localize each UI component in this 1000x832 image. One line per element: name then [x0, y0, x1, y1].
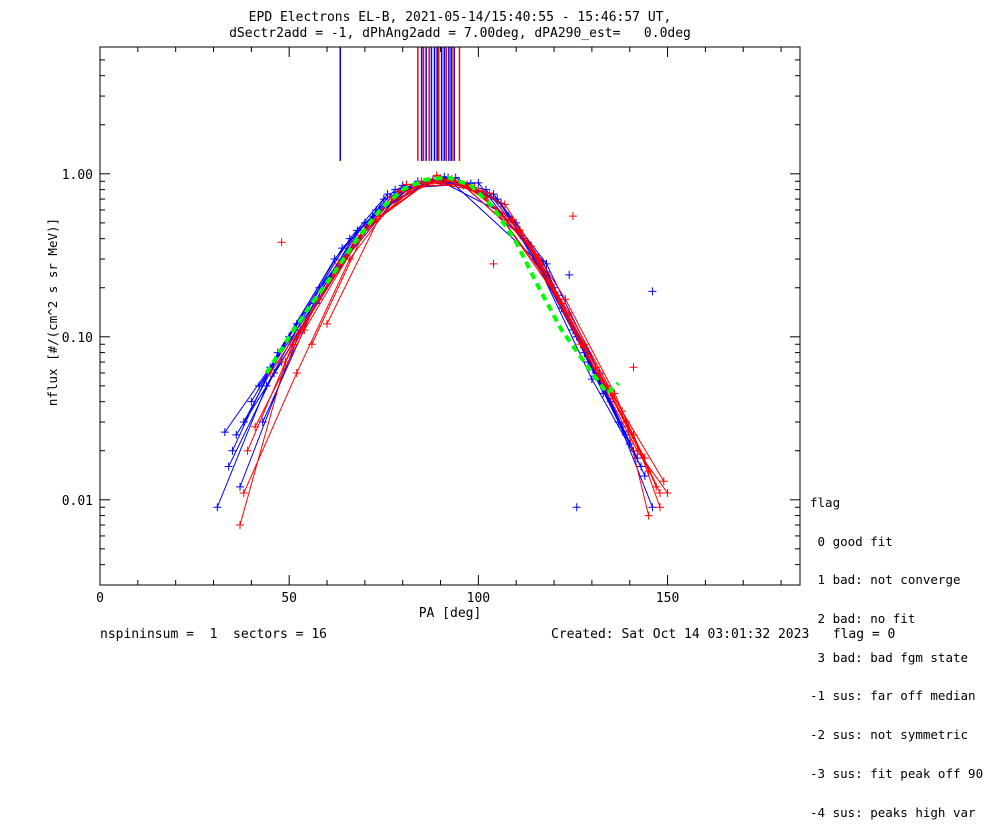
red-profile-line — [281, 177, 646, 459]
blue-data-point — [236, 482, 244, 491]
red-data-point — [288, 340, 297, 349]
blue-data-point — [247, 397, 256, 406]
flag-legend-item: 3 bad: bad fgm state — [810, 649, 969, 665]
red-data-point — [428, 178, 437, 187]
x-axis-label: PA [deg] — [419, 606, 482, 621]
blue-profile-line — [228, 182, 604, 467]
red-profile-line — [247, 180, 661, 494]
blue-data-point — [474, 178, 483, 187]
red-data-point — [292, 368, 301, 377]
red-outlier-point — [629, 363, 638, 372]
red-outlier-point — [277, 238, 286, 247]
blue-profile-line — [216, 179, 653, 508]
blue-outlier-point — [572, 503, 581, 512]
blue-profile-line — [262, 179, 627, 436]
red-data-point — [656, 489, 664, 498]
blue-outlier-point — [648, 287, 657, 296]
axes: 0 50 100 150 0.01 0.10 1.00 PA [deg] nflux [#/(c… — [45, 46, 801, 621]
red-data-point — [300, 326, 309, 335]
red-data-point — [663, 489, 672, 498]
flag-legend-item: -1 sus: far off median — [810, 688, 976, 704]
red-data-point — [561, 295, 570, 304]
red-data-point — [251, 422, 260, 431]
chart-title-line2: dSectr2add = -1, dPhAng2add = 7.00deg, d… — [229, 26, 691, 41]
plot-area — [213, 47, 672, 530]
flag-legend-item: 0 good fit — [810, 533, 893, 549]
red-data-point — [652, 482, 661, 491]
blue-data-point — [224, 462, 233, 471]
red-data-point — [277, 358, 286, 367]
flag-legend-title: flag — [810, 494, 841, 510]
chart: 0 50 100 150 0.01 0.10 1.00 PA [deg] nflux [#/(c… — [45, 46, 801, 621]
fit-curve-line — [264, 175, 620, 397]
red-profile-line — [254, 183, 657, 488]
red-data-point — [659, 477, 668, 486]
red-data-point — [531, 250, 540, 259]
blue-data-point — [232, 430, 241, 439]
red-profile-line — [326, 174, 661, 508]
y-axis-label: nflux [#/(cm^2 s sr MeV)] — [45, 218, 60, 406]
footer-left: nspininsum = 1 sectors = 16 — [100, 627, 327, 642]
plot-content — [213, 47, 672, 530]
flag-legend-item: 2 bad: no fit — [810, 610, 916, 626]
blue-data-point — [220, 428, 229, 437]
red-data-point — [637, 450, 646, 459]
red-data-point — [307, 340, 316, 349]
plot-frame — [99, 46, 801, 586]
red-data-point — [580, 340, 589, 349]
blue-data-point — [640, 471, 649, 480]
red-data-point — [656, 503, 664, 512]
blue-data-point — [648, 503, 657, 512]
red-data-point — [236, 521, 244, 530]
x-tick-label: 50 — [281, 591, 297, 606]
x-tick-label: 0 — [96, 591, 104, 606]
red-outlier-point — [489, 259, 498, 268]
footer-right: Created: Sat Oct 14 03:01:32 2023 flag =… — [551, 627, 896, 642]
blue-data-point — [254, 381, 263, 390]
flag-legend: flag 0 good fit 1 bad: not converge 2 ba… — [810, 471, 983, 832]
red-data-point — [644, 511, 653, 520]
flag-legend-item: -3 sus: fit peak off 90 — [810, 765, 984, 781]
red-data-point — [500, 200, 509, 209]
red-profile-line — [269, 180, 668, 494]
x-tick-label: 100 — [467, 591, 490, 606]
red-data-point — [323, 319, 332, 328]
flag-legend-item: -2 sus: not symmetric — [810, 727, 969, 743]
blue-data-point — [637, 462, 646, 471]
blue-data-point — [379, 195, 388, 204]
red-profile-line — [243, 182, 665, 494]
blue-data-point — [228, 446, 237, 455]
red-profile-line — [311, 180, 650, 516]
red-data-point — [243, 446, 252, 455]
x-tick-label: 150 — [656, 591, 679, 606]
red-outlier-point — [568, 212, 577, 221]
y-tick-label: 1.00 — [62, 168, 93, 183]
y-tick-label: 0.10 — [62, 331, 93, 346]
red-data-point — [239, 489, 248, 498]
blue-outlier-point — [565, 270, 574, 279]
blue-data-point — [213, 503, 222, 512]
flag-legend-item: 1 bad: not converge — [810, 572, 961, 588]
y-tick-label: 0.01 — [62, 494, 93, 509]
flag-legend-item: -4 sus: peaks high var — [810, 804, 976, 820]
red-data-point — [485, 189, 494, 198]
blue-data-point — [353, 226, 362, 235]
chart-title-line1: EPD Electrons EL-B, 2021-05-14/15:40:55 … — [248, 10, 672, 25]
